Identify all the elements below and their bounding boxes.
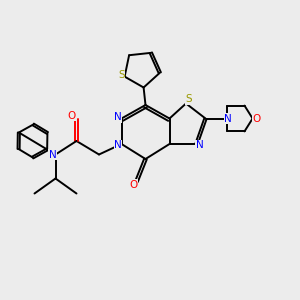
Text: N: N: [114, 140, 122, 151]
Text: S: S: [186, 94, 192, 104]
Text: O: O: [68, 110, 76, 121]
Text: N: N: [49, 149, 56, 160]
Text: S: S: [118, 70, 125, 80]
Text: N: N: [196, 140, 203, 151]
Text: N: N: [224, 113, 232, 124]
Text: N: N: [114, 112, 122, 122]
Text: O: O: [129, 179, 138, 190]
Text: O: O: [252, 113, 260, 124]
